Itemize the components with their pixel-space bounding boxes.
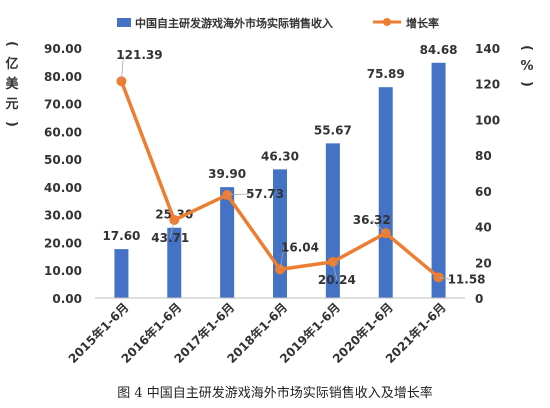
y-right-tick-label: 80	[475, 149, 492, 163]
figure-caption: 图 4 中国自主研发游戏海外市场实际销售收入及增长率	[117, 386, 433, 401]
revenue-growth-chart: 中国自主研发游戏海外市场实际销售收入 增长率 0.00 10.00 20.00 30.00…	[4, 16, 534, 366]
growth-label-leader	[279, 247, 285, 270]
y-right-axis-title-char: (	[519, 45, 534, 51]
y-left-tick-label: 50.00	[44, 153, 82, 167]
bar-revenue	[431, 62, 446, 299]
growth-value-label: 43.71	[151, 231, 189, 245]
y-left-axis-title-char: 亿	[5, 56, 18, 72]
growth-label-leader	[227, 193, 250, 196]
y-right-tick-label: 100	[475, 113, 500, 127]
y-left-tick-label: 0.00	[52, 292, 82, 306]
growth-label-leader	[371, 219, 386, 234]
bar-value-label: 25.30	[155, 208, 193, 222]
y-left-axis-title-char: )	[4, 121, 19, 127]
legend-label-revenue: 中国自主研发游戏海外市场实际销售收入	[135, 16, 333, 30]
bar-revenue	[220, 187, 235, 298]
growth-value-label: 121.39	[116, 48, 162, 62]
y-left-tick-label: 10.00	[44, 264, 82, 278]
y-left-tick-label: 70.00	[44, 98, 82, 112]
growth-value-label: 16.04	[281, 240, 319, 254]
y-left-axis-title-char: 美	[5, 76, 19, 92]
bar-revenue	[378, 87, 393, 298]
bar-value-label: 39.90	[208, 167, 246, 181]
growth-value-label: 11.58	[448, 272, 486, 286]
y-left-tick-label: 40.00	[44, 181, 82, 195]
growth-label-leader	[121, 55, 124, 82]
y-left-axis-title-char: (	[4, 41, 19, 47]
y-left-axis-title-char: 元	[5, 97, 18, 112]
legend-marker-growth	[383, 18, 391, 26]
legend-swatch-revenue	[117, 18, 131, 27]
bar-revenue	[167, 227, 182, 298]
growth-value-label: 20.24	[318, 273, 356, 287]
growth-value-label: 36.32	[353, 213, 391, 227]
y-right-tick-label: 60	[475, 185, 492, 199]
y-right-tick-label: 0	[475, 292, 483, 306]
bar-value-label: 17.60	[102, 229, 140, 243]
growth-label-leader	[169, 219, 175, 239]
y-right-tick-label: 120	[475, 78, 500, 92]
y-left-tick-label: 20.00	[44, 236, 82, 250]
y-right-axis-title-char: )	[519, 81, 534, 87]
bar-value-label: 84.68	[420, 43, 458, 57]
growth-label-leader	[332, 261, 338, 280]
growth-label-leader	[438, 276, 451, 280]
bar-value-label: 55.67	[314, 123, 352, 137]
bar-value-label: 75.89	[367, 67, 405, 81]
y-right-tick-label: 140	[475, 42, 500, 56]
y-left-tick-label: 30.00	[44, 209, 82, 223]
y-right-tick-label: 40	[475, 221, 492, 235]
y-left-tick-label: 80.00	[44, 70, 82, 84]
bar-revenue	[114, 249, 129, 298]
growth-value-label: 57.73	[246, 187, 284, 201]
bar-value-label: 46.30	[261, 149, 299, 163]
y-right-axis-title-char: %	[520, 59, 533, 74]
y-right-tick-label: 20	[475, 256, 492, 270]
legend-label-growth: 增长率	[406, 16, 439, 30]
y-left-tick-label: 90.00	[44, 42, 82, 56]
y-left-tick-label: 60.00	[44, 125, 82, 139]
